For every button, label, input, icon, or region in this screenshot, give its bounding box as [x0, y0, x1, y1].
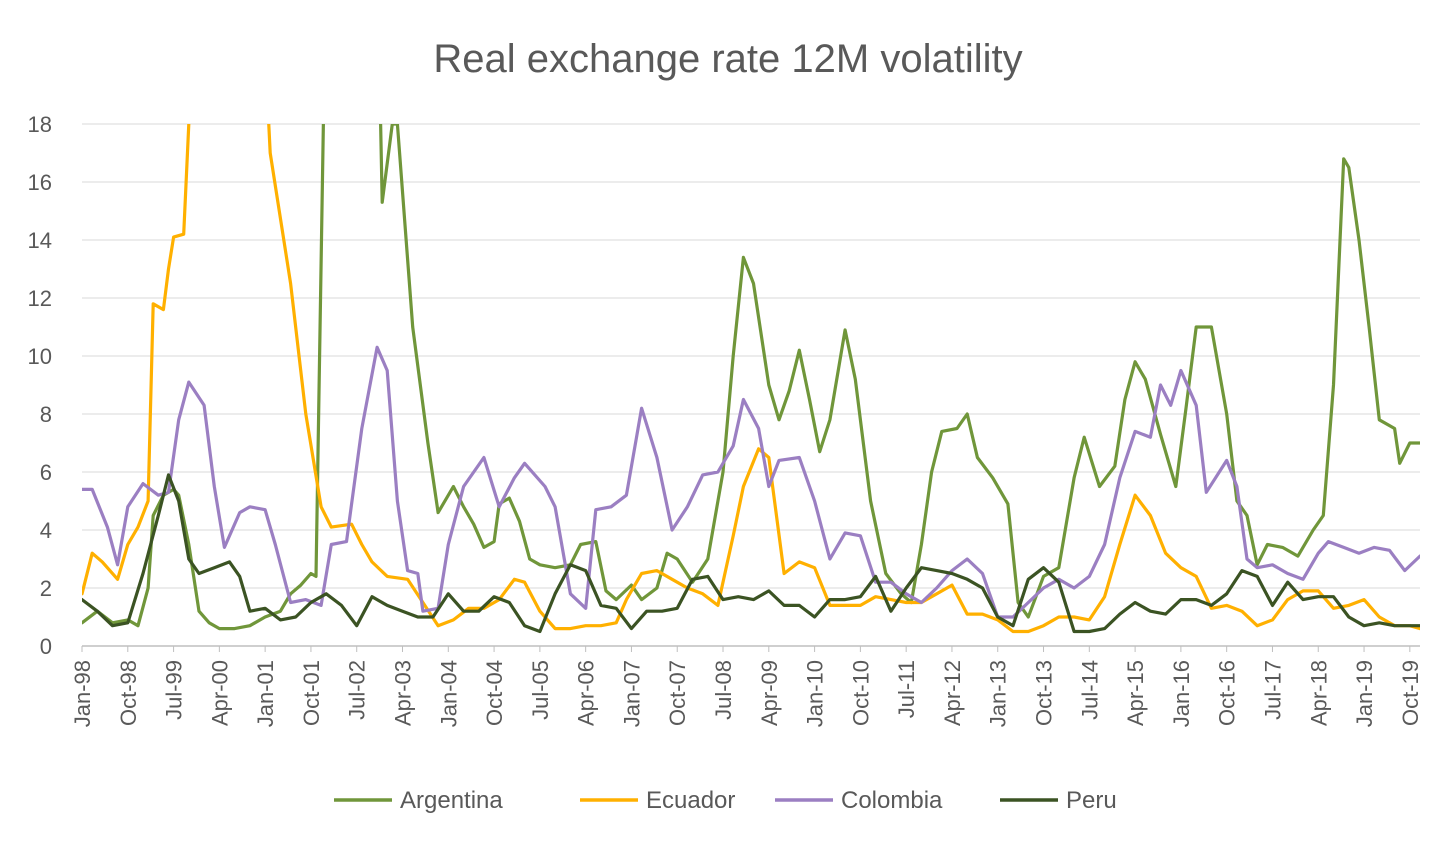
x-tick-label: Apr-12	[940, 660, 965, 726]
x-tick-label: Jan-19	[1352, 660, 1377, 727]
legend-label-colombia: Colombia	[841, 787, 943, 814]
x-tick-label: Jul-08	[711, 660, 736, 720]
x-tick-label: Jan-10	[803, 660, 828, 727]
y-axis-tick-labels: 0 2 4 6 8 10 12 14 16 18	[28, 112, 52, 659]
y-tick-label: 18	[28, 112, 52, 137]
x-tick-label: Oct-19	[1398, 660, 1423, 726]
x-tick-label: Jan-16	[1169, 660, 1194, 727]
y-tick-label: 0	[40, 634, 52, 659]
y-tick-label: 2	[40, 576, 52, 601]
x-tick-label: Apr-06	[574, 660, 599, 726]
x-tick-label: Jul-14	[1077, 660, 1102, 720]
series-line-argentina	[82, 124, 1420, 631]
x-tick-label: Jul-05	[528, 660, 553, 720]
x-tick-label: Jan-04	[436, 660, 461, 727]
x-tick-label: Oct-98	[116, 660, 141, 726]
x-tick-label: Jan-07	[619, 660, 644, 727]
x-tick-label: Oct-10	[848, 660, 873, 726]
chart-title: Real exchange rate 12M volatility	[433, 37, 1022, 81]
x-tick-label: Oct-16	[1215, 660, 1240, 726]
series-lines	[82, 124, 1420, 634]
x-tick-label: Jul-11	[894, 660, 919, 718]
y-tick-label: 8	[40, 402, 52, 427]
x-tick-label: Apr-18	[1306, 660, 1331, 726]
x-tick-label: Jul-02	[345, 660, 370, 720]
y-tick-label: 4	[40, 518, 52, 543]
series-line-peru	[82, 473, 1420, 634]
x-tick-label: Apr-00	[207, 660, 232, 726]
x-tick-label: Jul-99	[162, 660, 187, 720]
legend-label-peru: Peru	[1066, 787, 1117, 814]
y-tick-label: 16	[28, 170, 52, 195]
x-tick-label: Oct-01	[299, 660, 324, 726]
x-tick-label: Apr-15	[1123, 660, 1148, 726]
y-tick-label: 10	[28, 344, 52, 369]
x-tick-label: Oct-13	[1032, 660, 1057, 726]
legend-label-argentina: Argentina	[400, 787, 503, 814]
x-tick-label: Apr-03	[391, 660, 416, 726]
x-tick-label: Jan-01	[253, 660, 278, 727]
x-tick-label: Apr-09	[757, 660, 782, 726]
y-tick-label: 14	[28, 228, 52, 253]
x-tick-label: Oct-07	[665, 660, 690, 726]
x-axis-tick-labels: Jan-98 Oct-98 Jul-99 Apr-00 Jan-01 Oct-01 Jul-…	[70, 646, 1423, 727]
legend: Argentina Ecuador Colombia Peru	[334, 787, 1117, 814]
series-line-ecuador	[82, 124, 1420, 634]
y-tick-label: 6	[40, 460, 52, 485]
x-tick-label: Jul-17	[1260, 660, 1285, 720]
series-line-colombia	[82, 345, 1420, 619]
legend-label-ecuador: Ecuador	[646, 787, 735, 814]
x-tick-label: Jan-13	[986, 660, 1011, 727]
x-tick-label: Oct-04	[482, 660, 507, 726]
y-tick-label: 12	[28, 286, 52, 311]
x-tick-label: Jan-98	[70, 660, 95, 727]
